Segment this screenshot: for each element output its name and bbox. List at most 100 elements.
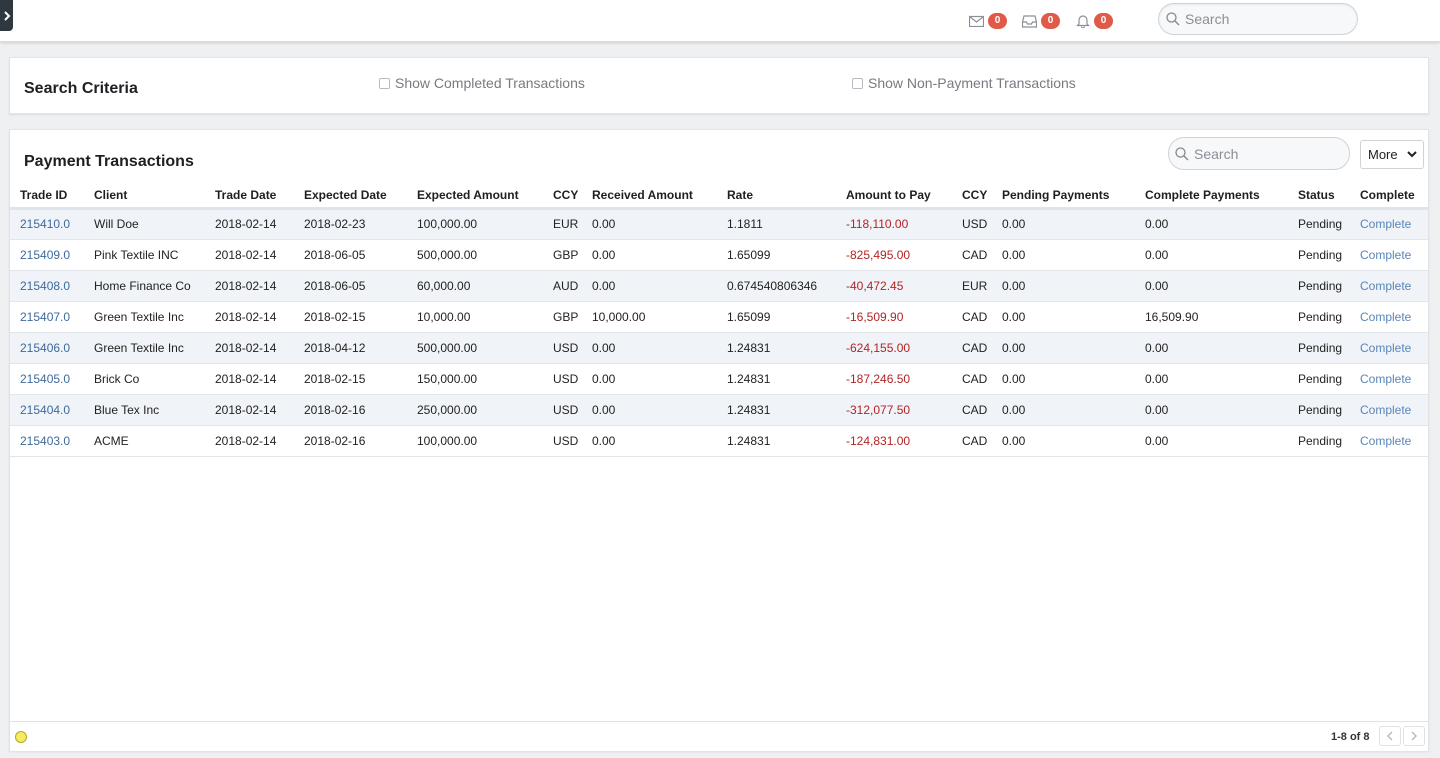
show-completed-checkbox[interactable]: Show Completed Transactions (379, 75, 585, 91)
table-row: 215409.0 Pink Textile INC 2018-02-14 2018-0… (10, 239, 1428, 271)
mail-notification[interactable]: 0 (969, 13, 1007, 29)
cell-status: Pending (1288, 425, 1350, 457)
cell-trade-date: 2018-02-14 (205, 394, 294, 426)
column-header-expected-date[interactable]: Expected Date (294, 183, 407, 210)
cell-received-amount: 0.00 (582, 332, 717, 364)
sidebar-toggle-button[interactable] (0, 0, 13, 31)
cell-ccy: USD (543, 425, 582, 457)
cell-pay-ccy: CAD (952, 332, 992, 364)
cell-expected-date: 2018-06-05 (294, 270, 407, 302)
column-header-status[interactable]: Status (1288, 183, 1350, 210)
cell-trade-id[interactable]: 215403.0 (10, 425, 84, 457)
cell-expected-date: 2018-02-16 (294, 394, 407, 426)
cell-trade-date: 2018-02-14 (205, 332, 294, 364)
cell-client: ACME (84, 425, 205, 457)
global-search[interactable] (1158, 3, 1358, 35)
cell-expected-amount: 10,000.00 (407, 301, 543, 333)
column-header-trade-id[interactable]: Trade ID (10, 183, 84, 210)
complete-link[interactable]: Complete (1350, 425, 1428, 457)
column-header-client[interactable]: Client (84, 183, 205, 210)
cell-pay-ccy: CAD (952, 394, 992, 426)
column-header-expected-amount[interactable]: Expected Amount (407, 183, 543, 210)
complete-link[interactable]: Complete (1350, 301, 1428, 333)
cell-complete-payments: 16,509.90 (1135, 301, 1288, 333)
chevron-right-icon (1411, 731, 1417, 741)
mail-count-badge: 0 (988, 13, 1007, 29)
cell-amount-to-pay: -187,246.50 (836, 363, 952, 395)
cell-trade-id[interactable]: 215407.0 (10, 301, 84, 333)
show-completed-label: Show Completed Transactions (395, 75, 585, 91)
cell-rate: 1.24831 (717, 332, 836, 364)
show-completed-checkbox-box[interactable] (379, 77, 390, 89)
cell-trade-date: 2018-02-14 (205, 363, 294, 395)
cell-status: Pending (1288, 363, 1350, 395)
cell-expected-amount: 60,000.00 (407, 270, 543, 302)
column-header-amount-to-pay[interactable]: Amount to Pay (836, 183, 952, 210)
cell-rate: 1.24831 (717, 363, 836, 395)
cell-trade-id[interactable]: 215404.0 (10, 394, 84, 426)
column-header-trade-date[interactable]: Trade Date (205, 183, 294, 210)
cell-status: Pending (1288, 208, 1350, 240)
alerts-notification[interactable]: 0 (1076, 13, 1113, 29)
cell-ccy: EUR (543, 208, 582, 240)
complete-link[interactable]: Complete (1350, 239, 1428, 271)
cell-trade-date: 2018-02-14 (205, 301, 294, 333)
more-button[interactable]: More (1360, 140, 1424, 169)
cell-rate: 1.1811 (717, 208, 836, 240)
column-header-pending-payments[interactable]: Pending Payments (992, 183, 1135, 210)
inbox-icon (1022, 14, 1037, 28)
cell-amount-to-pay: -16,509.90 (836, 301, 952, 333)
transactions-search[interactable] (1168, 137, 1350, 170)
more-button-label: More (1368, 147, 1398, 162)
inbox-count-badge: 0 (1041, 13, 1060, 29)
global-search-input[interactable] (1185, 11, 1345, 27)
complete-link[interactable]: Complete (1350, 332, 1428, 364)
cell-pay-ccy: CAD (952, 363, 992, 395)
table-row: 215408.0 Home Finance Co 2018-02-14 2018-06… (10, 270, 1428, 302)
cell-trade-id[interactable]: 215408.0 (10, 270, 84, 302)
column-header-complete-payments[interactable]: Complete Payments (1135, 183, 1288, 210)
cell-expected-amount: 100,000.00 (407, 425, 543, 457)
column-header-pay-ccy[interactable]: CCY (952, 183, 992, 210)
table-row: 215407.0 Green Textile Inc 2018-02-14 2018-… (10, 301, 1428, 333)
payment-transactions-title: Payment Transactions (24, 153, 194, 170)
cell-pay-ccy: USD (952, 208, 992, 240)
column-header-complete[interactable]: Complete (1350, 183, 1428, 210)
cell-complete-payments: 0.00 (1135, 332, 1288, 364)
transactions-table-body: 215410.0 Will Doe 2018-02-14 2018-02-23 100,… (10, 208, 1428, 457)
complete-link[interactable]: Complete (1350, 363, 1428, 395)
top-bar: 0 0 0 (0, 0, 1440, 42)
cell-amount-to-pay: -624,155.00 (836, 332, 952, 364)
show-non-payment-checkbox[interactable]: Show Non-Payment Transactions (852, 75, 1076, 91)
cell-pending-payments: 0.00 (992, 394, 1135, 426)
complete-link[interactable]: Complete (1350, 208, 1428, 240)
cell-trade-id[interactable]: 215405.0 (10, 363, 84, 395)
show-non-payment-checkbox-box[interactable] (852, 77, 863, 89)
cell-trade-id[interactable]: 215409.0 (10, 239, 84, 271)
cell-pending-payments: 0.00 (992, 363, 1135, 395)
column-header-received-amount[interactable]: Received Amount (582, 183, 717, 210)
cell-client: Brick Co (84, 363, 205, 395)
search-criteria-panel: Search Criteria Show Completed Transacti… (9, 57, 1429, 114)
chevron-right-icon (3, 10, 10, 21)
cell-ccy: AUD (543, 270, 582, 302)
column-header-ccy[interactable]: CCY (543, 183, 582, 210)
cell-client: Green Textile Inc (84, 332, 205, 364)
cell-trade-id[interactable]: 215406.0 (10, 332, 84, 364)
cell-amount-to-pay: -312,077.50 (836, 394, 952, 426)
cell-received-amount: 0.00 (582, 208, 717, 240)
complete-link[interactable]: Complete (1350, 394, 1428, 426)
cell-trade-id[interactable]: 215410.0 (10, 208, 84, 240)
table-row: 215405.0 Brick Co 2018-02-14 2018-02-15 150,… (10, 363, 1428, 395)
chevron-down-icon (1407, 151, 1417, 158)
transactions-search-input[interactable] (1194, 145, 1344, 162)
complete-link[interactable]: Complete (1350, 270, 1428, 302)
cell-expected-amount: 500,000.00 (407, 239, 543, 271)
inbox-notification[interactable]: 0 (1022, 13, 1060, 29)
cell-complete-payments: 0.00 (1135, 425, 1288, 457)
previous-page-button[interactable] (1379, 726, 1401, 746)
table-footer: 1-8 of 8 (10, 721, 1428, 751)
next-page-button[interactable] (1403, 726, 1425, 746)
column-header-rate[interactable]: Rate (717, 183, 836, 210)
cell-complete-payments: 0.00 (1135, 239, 1288, 271)
